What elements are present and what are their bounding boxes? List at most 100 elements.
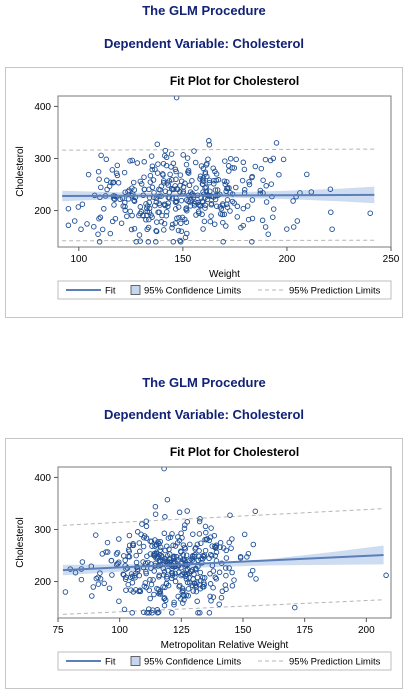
data-point xyxy=(191,148,197,154)
data-point xyxy=(152,503,159,510)
data-point xyxy=(153,228,159,234)
data-point xyxy=(175,204,182,210)
data-point xyxy=(109,572,115,578)
data-point xyxy=(111,196,118,203)
data-point xyxy=(204,173,210,180)
data-point xyxy=(221,178,228,184)
data-point xyxy=(178,228,185,234)
data-point xyxy=(95,581,102,587)
data-point xyxy=(194,598,200,605)
data-point xyxy=(168,186,175,192)
data-point xyxy=(127,158,133,164)
data-point xyxy=(199,198,206,204)
data-point xyxy=(151,568,157,574)
data-point xyxy=(244,554,250,560)
data-point xyxy=(223,572,229,579)
data-point xyxy=(196,553,202,560)
data-point xyxy=(201,581,208,588)
data-point xyxy=(270,155,277,162)
data-point xyxy=(162,147,169,154)
data-point xyxy=(169,225,175,231)
data-point xyxy=(212,543,218,550)
data-point xyxy=(109,167,116,173)
data-point xyxy=(121,169,128,176)
data-point xyxy=(161,201,168,208)
legend-box xyxy=(57,651,392,671)
data-point xyxy=(95,574,101,581)
data-point xyxy=(140,609,147,615)
data-point xyxy=(263,183,269,189)
data-point xyxy=(79,201,86,207)
data-point xyxy=(223,555,230,561)
data-point xyxy=(161,227,167,233)
data-point xyxy=(195,208,202,215)
top-dependent-variable-title: Dependent Variable: Cholesterol xyxy=(103,36,305,51)
data-point xyxy=(202,523,209,530)
data-point xyxy=(154,542,160,548)
data-point xyxy=(199,574,206,581)
data-point xyxy=(147,595,153,602)
y-tick-label: 300 xyxy=(34,154,51,165)
data-point xyxy=(239,177,246,184)
data-point xyxy=(147,551,154,557)
data-point xyxy=(280,156,287,163)
data-point xyxy=(197,569,204,576)
data-point xyxy=(134,568,141,574)
data-point xyxy=(175,593,181,600)
data-point xyxy=(198,163,205,169)
data-point xyxy=(113,551,120,557)
data-point xyxy=(213,203,220,209)
y-axis-label: Cholesterol xyxy=(15,146,26,197)
data-point xyxy=(177,172,184,178)
data-point xyxy=(84,221,90,227)
data-point xyxy=(203,188,210,194)
data-point xyxy=(209,553,215,559)
data-point xyxy=(104,549,111,555)
data-point xyxy=(187,568,194,574)
data-point xyxy=(183,206,189,213)
data-point xyxy=(178,197,185,204)
data-point xyxy=(116,598,122,604)
data-point xyxy=(206,179,213,186)
data-point xyxy=(171,186,177,193)
data-point xyxy=(183,161,190,168)
data-point xyxy=(99,551,106,557)
data-point xyxy=(142,580,149,586)
data-point xyxy=(192,201,198,207)
data-point xyxy=(120,571,126,577)
data-point xyxy=(169,221,176,228)
data-point xyxy=(192,159,199,166)
data-point xyxy=(197,585,204,592)
data-point xyxy=(183,219,190,225)
data-point xyxy=(207,218,214,225)
fit-line xyxy=(62,193,375,197)
data-point xyxy=(213,171,220,177)
data-point xyxy=(268,181,275,187)
data-point xyxy=(229,569,235,576)
data-point xyxy=(71,218,78,224)
data-point xyxy=(147,576,153,583)
data-point xyxy=(182,522,188,528)
data-point xyxy=(136,572,143,579)
data-point xyxy=(220,219,226,226)
data-point xyxy=(164,553,171,559)
data-point xyxy=(90,584,97,590)
data-point xyxy=(161,569,168,575)
data-point xyxy=(206,142,213,148)
data-point xyxy=(193,565,199,572)
data-point xyxy=(165,182,171,188)
data-point xyxy=(134,160,141,166)
data-point xyxy=(131,225,138,232)
data-point xyxy=(245,550,252,557)
data-point xyxy=(249,239,255,245)
data-point xyxy=(176,214,182,221)
data-point xyxy=(227,512,233,518)
data-point xyxy=(226,168,232,174)
data-point xyxy=(221,211,228,218)
y-tick-label: 200 xyxy=(34,206,51,217)
data-point xyxy=(216,569,223,576)
y-tick-label: 200 xyxy=(34,577,51,588)
data-point xyxy=(178,530,184,536)
data-point xyxy=(169,570,176,577)
data-point xyxy=(163,573,170,580)
